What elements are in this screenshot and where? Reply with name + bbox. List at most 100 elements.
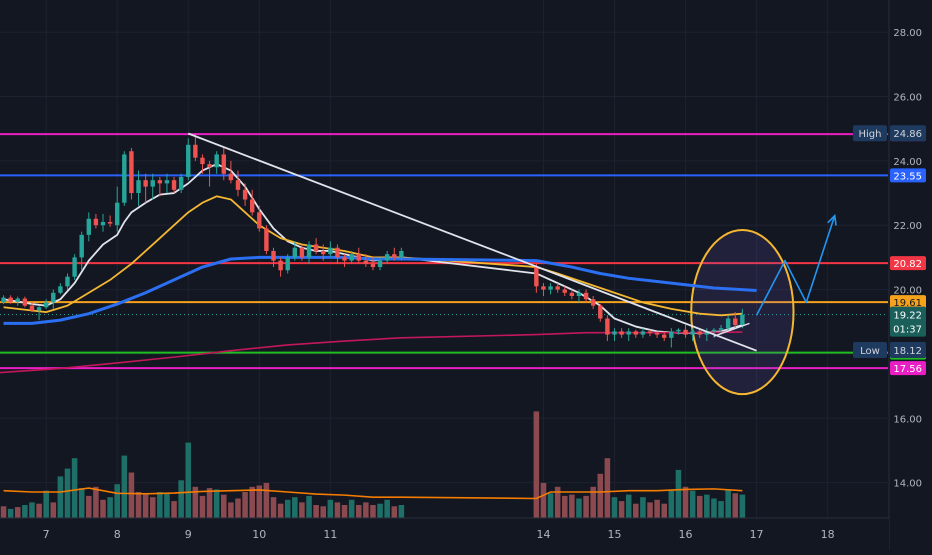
candle	[384, 254, 390, 261]
time-axis-bg	[0, 518, 889, 550]
volume-bars	[0, 411, 746, 518]
candle	[399, 250, 404, 258]
volume-bar	[654, 499, 660, 518]
candle	[654, 333, 660, 335]
level-badge-label: 20.82	[893, 259, 922, 270]
price-tick-label: 24.00	[893, 157, 922, 168]
volume-bar	[739, 494, 746, 518]
candle	[278, 260, 283, 271]
volume-bar	[29, 502, 35, 518]
candle	[129, 151, 134, 194]
time-tick-label: 8	[114, 528, 121, 541]
level-badge-label: 19.61	[893, 298, 922, 309]
trendline	[713, 322, 750, 337]
candle	[313, 244, 319, 251]
candle	[534, 267, 539, 287]
level-badge-label-bg	[890, 256, 926, 271]
volume-bar	[7, 508, 14, 518]
volume-bar	[213, 489, 220, 518]
volume-bar	[384, 499, 390, 518]
trendline	[187, 132, 757, 352]
volume-bar	[270, 497, 277, 518]
candle	[598, 305, 603, 319]
low-badge-tag: Low	[860, 346, 880, 357]
price-tick-label: 26.00	[893, 93, 922, 104]
high-badge-tag: High	[859, 129, 882, 140]
last-price-value: 19.22	[893, 311, 922, 322]
volume-bar	[718, 501, 724, 518]
projection-arrow[interactable]	[755, 213, 837, 316]
candle	[633, 331, 639, 335]
volume-bar	[292, 497, 298, 518]
volume-bar	[256, 485, 263, 518]
volume-bar	[618, 501, 625, 518]
low-badge-value: 18.12	[893, 346, 922, 357]
volume-bar	[689, 490, 696, 518]
candle	[186, 144, 191, 177]
candle	[43, 302, 49, 308]
volume-bar	[50, 502, 57, 518]
volume-bar	[398, 505, 405, 518]
candle	[676, 329, 681, 332]
volume-bar	[121, 455, 128, 518]
candle	[150, 180, 155, 187]
candle	[143, 180, 148, 187]
high-badge-value: 24.86	[893, 129, 922, 140]
price-tick-label: 22.00	[893, 221, 922, 232]
volume-bar	[171, 501, 177, 518]
candle	[725, 318, 731, 329]
candle	[370, 263, 376, 268]
candle	[29, 305, 35, 311]
volume-bar	[341, 505, 348, 518]
volume-bar	[732, 493, 739, 518]
last-price-bg	[890, 306, 926, 337]
volume-bar	[668, 489, 675, 518]
price-tick-label: 14.00	[893, 479, 922, 490]
grid	[0, 0, 888, 518]
volume-bar	[313, 505, 319, 518]
price-tick-label: 20.00	[893, 286, 922, 297]
volume-bar	[86, 495, 92, 518]
volume-bar	[36, 503, 42, 518]
volume-bar	[185, 442, 192, 518]
candle	[157, 180, 163, 184]
candle	[51, 292, 56, 303]
time-tick-label: 17	[750, 528, 764, 541]
candle	[207, 164, 212, 168]
low-badge-value-bg	[890, 342, 926, 359]
time-tick-label: 11	[323, 528, 337, 541]
candle	[86, 218, 92, 235]
volume-bar	[554, 486, 561, 518]
candle	[562, 289, 567, 293]
candle	[58, 286, 63, 293]
volume-bar	[206, 488, 213, 518]
volume-bar	[306, 495, 312, 518]
volume-bar	[149, 497, 156, 518]
candle	[292, 247, 298, 258]
candle	[605, 318, 610, 335]
level-badge-label-bg	[890, 168, 926, 183]
time-axis[interactable]: 7 8 9 10 11 14 15 16 17 18	[0, 517, 889, 550]
trendlines[interactable]	[187, 132, 757, 352]
price-axis-bg	[889, 0, 932, 550]
time-tick-label: 7	[43, 528, 50, 541]
volume-bar	[625, 494, 632, 518]
volume-bar	[675, 469, 682, 518]
volume-bar	[100, 499, 106, 518]
volume-bar	[391, 506, 398, 518]
volume-bar	[327, 499, 334, 518]
volume-bar	[597, 473, 604, 518]
volume-bar	[640, 497, 646, 518]
candle	[548, 286, 553, 290]
level-badge-label: 23.55	[893, 171, 922, 182]
time-tick-label: 15	[607, 528, 621, 541]
volume-bar	[533, 411, 540, 518]
level-badge-label-bg	[890, 361, 926, 376]
candle	[662, 334, 667, 338]
volume-bar	[540, 482, 547, 518]
candle	[221, 154, 226, 174]
arrow-head	[827, 213, 837, 226]
